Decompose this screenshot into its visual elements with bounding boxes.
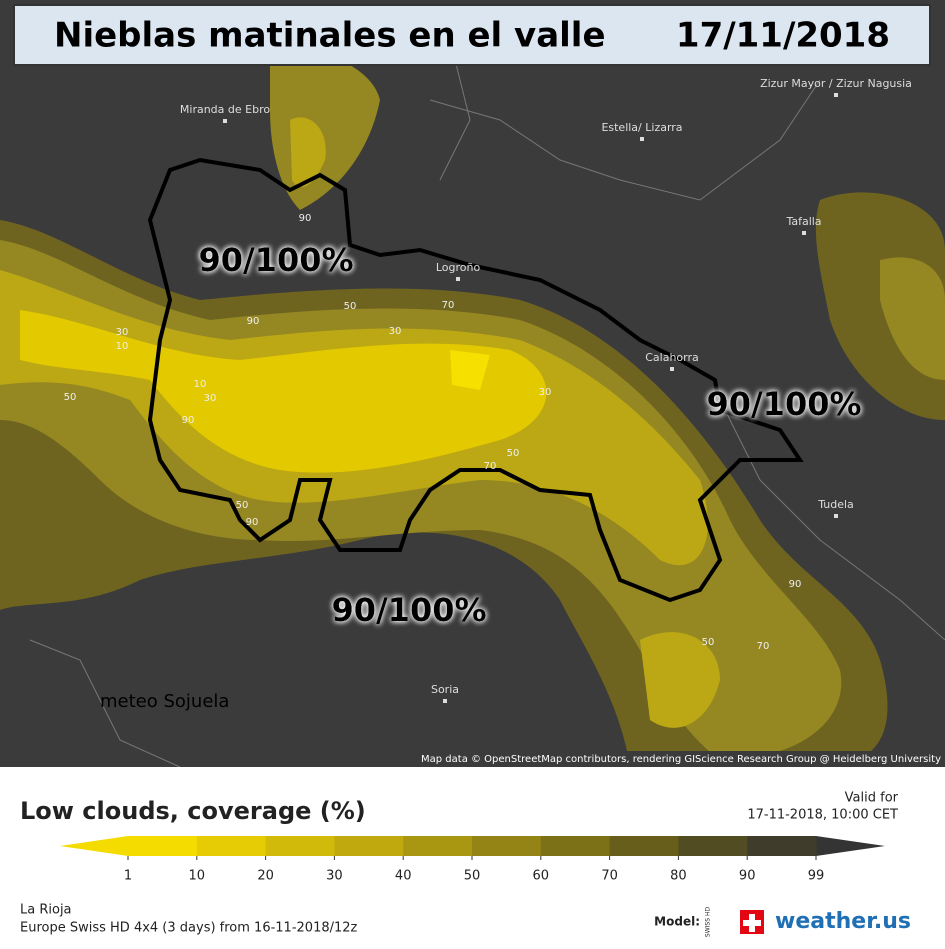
place-marker: [670, 367, 674, 371]
place-label: Soria: [431, 683, 459, 696]
title-box: [13, 4, 931, 66]
contour-label: 90: [299, 213, 312, 224]
place-label: Estella/ Lizarra: [601, 121, 682, 134]
place-marker: [834, 93, 838, 97]
place-label: Tudela: [817, 498, 854, 511]
contour-label: 90: [789, 579, 802, 590]
contour-label: 70: [757, 641, 770, 652]
place-label: Miranda de Ebro: [180, 103, 270, 116]
contour-label: 50: [344, 301, 357, 312]
colorbar-tick-label: 70: [601, 869, 618, 884]
colorbar-segment: [334, 836, 404, 856]
place-marker: [640, 137, 644, 141]
colorbar-tick-label: 10: [189, 869, 206, 884]
title-date: 17/11/2018: [676, 16, 890, 56]
colorbar-tick-label: 99: [808, 869, 825, 884]
colorbar-tick-label: 60: [533, 869, 550, 884]
colorbar-tick-label: 80: [670, 869, 687, 884]
contour-label: 70: [484, 461, 497, 472]
place-marker: [456, 277, 460, 281]
colorbar-tick-label: 50: [464, 869, 481, 884]
contour-label: 30: [539, 387, 552, 398]
valid-time: 17-11-2018, 10:00 CET: [747, 808, 898, 823]
attribution: Map data © OpenStreetMap contributors, r…: [421, 754, 941, 765]
place-label: Zizur Mayor / Zizur Nagusia: [760, 77, 912, 90]
contour-label: 90: [182, 415, 195, 426]
contour-label: 30: [116, 327, 129, 338]
colorbar-segment: [472, 836, 542, 856]
colorbar-end: [816, 836, 885, 856]
valid-label: Valid for: [845, 791, 899, 806]
contour-label: 90: [247, 316, 260, 327]
valley-boundary: [147, 157, 804, 603]
contour-label: 50: [236, 500, 249, 511]
model-badge: SWISS HD: [705, 907, 712, 938]
region: La Rioja: [20, 903, 72, 918]
place-marker: [834, 514, 838, 518]
colorbar-tick-label: 1: [124, 869, 132, 884]
colorbar-start: [60, 836, 128, 856]
place-marker: [802, 231, 806, 235]
brand[interactable]: weather.us: [775, 909, 911, 934]
colorbar-tick-label: 30: [326, 869, 343, 884]
model-label: Model:: [654, 915, 700, 929]
place-marker: [223, 119, 227, 123]
contour-label: 90: [246, 517, 259, 528]
annotation: 90/100%: [706, 385, 861, 423]
contour-label: 30: [389, 326, 402, 337]
admin-borders: [29, 39, 945, 768]
annotation: 90/100%: [198, 241, 353, 279]
place-label: Calahorra: [645, 351, 699, 364]
fog-field: [0, 52, 945, 767]
colorbar-segment: [747, 836, 817, 856]
colorbar-tick-label: 90: [739, 869, 756, 884]
contour-label: 50: [64, 392, 77, 403]
annotation: 90/100%: [331, 591, 486, 629]
legend-title: Low clouds, coverage (%): [20, 797, 366, 825]
contour-label: 50: [702, 637, 715, 648]
contour-label: 30: [204, 393, 217, 404]
colorbar-segment: [540, 836, 611, 856]
contour-label: 10: [194, 379, 207, 390]
colorbar-tick-label: 40: [395, 869, 412, 884]
swiss-cross: [743, 914, 761, 932]
colorbar-segment: [128, 836, 198, 856]
place-label: Logroño: [436, 261, 481, 274]
colorbar-segment: [265, 836, 335, 856]
colorbar-tick-label: 20: [257, 869, 274, 884]
model-run: Europe Swiss HD 4x4 (3 days) from 16-11-…: [20, 921, 358, 936]
contour-label: 70: [442, 300, 455, 311]
contour-label: 10: [116, 341, 129, 352]
colorbar-segment: [678, 836, 748, 856]
place-label: Tafalla: [785, 215, 821, 228]
title: Nieblas matinales en el valle: [54, 16, 606, 56]
contour-label: 50: [507, 448, 520, 459]
colorbar-segment: [196, 836, 267, 856]
colorbar-segment: [403, 836, 473, 856]
watermark: meteo Sojuela: [100, 691, 229, 712]
place-marker: [443, 699, 447, 703]
attribution-bg: [420, 751, 945, 767]
colorbar-segment: [609, 836, 679, 856]
